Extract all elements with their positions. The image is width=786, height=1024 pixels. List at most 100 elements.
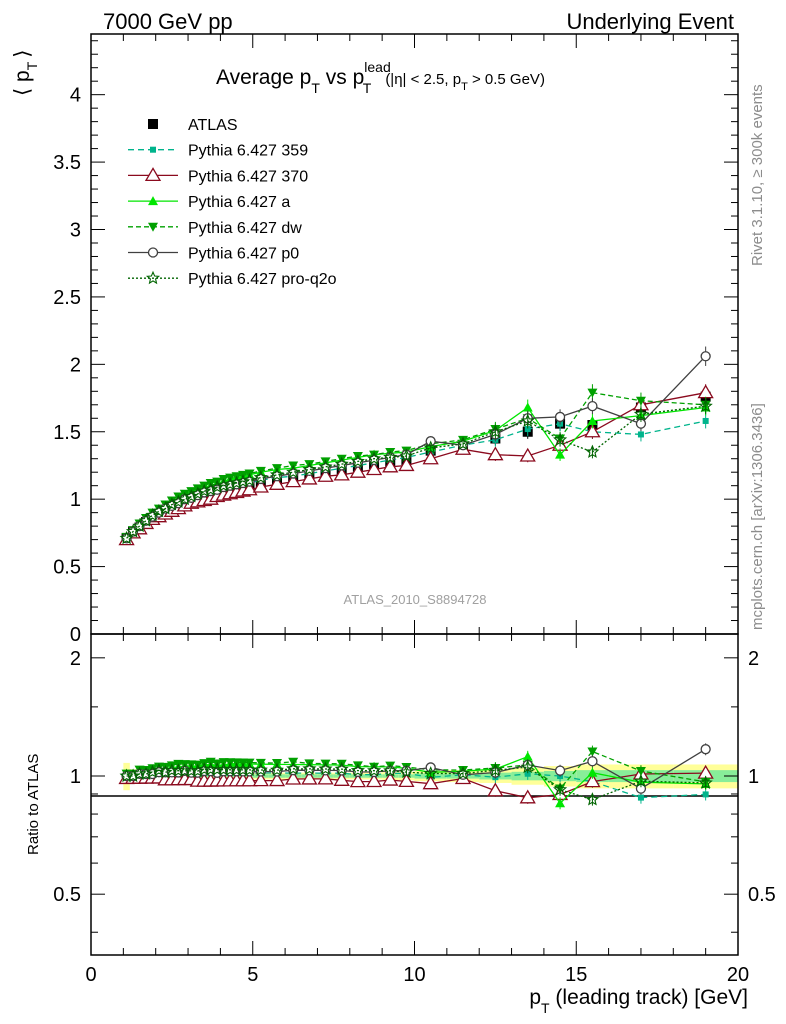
pythia-370-ratio-point bbox=[398, 773, 415, 788]
y-tick-label-ratio-right: 1 bbox=[748, 766, 759, 788]
pythia-pro-q2o-point bbox=[216, 478, 231, 492]
pythia-pro-q2o-point bbox=[286, 464, 301, 479]
pythia-pro-q2o-ratio-point bbox=[633, 773, 649, 788]
pythia-pro-q2o-point bbox=[119, 530, 134, 545]
pythia-370-point bbox=[268, 476, 286, 490]
y-tick-label-main: 0.5 bbox=[53, 557, 81, 579]
pythia-pro-q2o-ratio-point bbox=[286, 761, 301, 775]
y-tick-label-ratio: 0.5 bbox=[53, 884, 81, 906]
pythia-a-point bbox=[555, 449, 566, 459]
legend-label-pythia-pro-q2o: Pythia 6.427 pro-q2o bbox=[188, 271, 337, 288]
main-plot-series bbox=[118, 346, 714, 546]
pythia-370-point bbox=[301, 470, 318, 485]
pythia-pro-q2o-ratio-point bbox=[151, 762, 166, 777]
pythia-370-ratio-point bbox=[365, 773, 383, 788]
y-tick-label-main: 1 bbox=[70, 489, 81, 511]
pythia-pro-q2o-point bbox=[229, 475, 244, 489]
axis-ticks: 0 5 10 15 20 0 0.5 1 1.5 2 2.5 3 3.5 4 0.5 0.5 1 1 2 2 bbox=[53, 34, 776, 986]
pythia-dw-point bbox=[635, 396, 646, 406]
analysis-label: ATLAS_2010_S8894728 bbox=[344, 592, 487, 607]
legend-label-pythia-dw: Pythia 6.427 dw bbox=[188, 220, 302, 237]
y-tick-label-main: 2.5 bbox=[53, 287, 81, 309]
pythia-pro-q2o-point bbox=[235, 474, 251, 488]
y-axis-label-main: ⟨ pT⟩ bbox=[11, 50, 40, 96]
pythia-359-ratio-point bbox=[524, 770, 531, 777]
x-tick-label: 10 bbox=[403, 964, 425, 986]
pythia-370-point bbox=[398, 457, 415, 472]
pythia-p0-line bbox=[126, 355, 707, 539]
legend: ATLAS Pythia 6.427 359 Pythia 6.427 370 Pyt… bbox=[128, 117, 337, 288]
pythia-pro-q2o-ratio-point bbox=[383, 763, 398, 777]
pythia-370-ratio-point bbox=[241, 772, 258, 787]
pythia-pro-q2o-ratio-point bbox=[553, 782, 568, 796]
pythia-pro-q2o-point bbox=[585, 444, 600, 458]
legend-marker-pythia-dw bbox=[148, 222, 158, 232]
pythia-370-point bbox=[285, 473, 302, 488]
pythia-370-point bbox=[382, 458, 399, 473]
pythia-370-ratio-point bbox=[519, 789, 536, 804]
x-tick-label: 20 bbox=[727, 964, 749, 986]
pythia-a-point bbox=[522, 402, 533, 412]
pythia-p0-point bbox=[554, 411, 566, 423]
x-tick-label: 5 bbox=[247, 964, 258, 986]
pythia-370-point bbox=[333, 466, 350, 481]
pythia-pro-q2o-ratio-point bbox=[145, 764, 160, 779]
pythia-359-ratio-point bbox=[702, 791, 709, 798]
pythia-dw-ratio-point bbox=[147, 764, 158, 774]
y-axis-label-ratio: Ratio to ATLAS bbox=[25, 754, 42, 855]
pythia-pro-q2o-point bbox=[223, 476, 238, 491]
pythia-pro-q2o-line bbox=[126, 405, 706, 539]
pythia-pro-q2o-point bbox=[553, 432, 568, 446]
pythia-pro-q2o-ratio-point bbox=[302, 761, 317, 775]
y-tick-label-ratio: 1 bbox=[70, 766, 81, 788]
legend-marker-atlas bbox=[148, 119, 158, 129]
pythia-pro-q2o-ratio-point bbox=[253, 762, 268, 777]
legend-label-pythia-359: Pythia 6.427 359 bbox=[188, 143, 308, 160]
pythia-a-ratio-point bbox=[587, 767, 598, 777]
pythia-a-ratio-point bbox=[555, 798, 566, 808]
y-tick-label-main: 1.5 bbox=[53, 422, 81, 444]
pythia-pro-q2o-point bbox=[269, 467, 285, 481]
header-beam-label: 7000 GeV pp bbox=[103, 9, 233, 34]
legend-marker-pythia-359 bbox=[150, 146, 156, 153]
pythia-pro-q2o-point bbox=[197, 483, 212, 498]
pythia-a-point bbox=[587, 415, 598, 425]
legend-marker-pythia-p0 bbox=[147, 247, 159, 258]
pythia-370-point bbox=[252, 478, 269, 493]
pythia-a-ratio-point bbox=[522, 751, 533, 761]
pythia-pro-q2o-ratio-point bbox=[423, 766, 438, 780]
y-tick-label-main: 3.5 bbox=[53, 152, 81, 174]
pythia-370-ratio-point bbox=[382, 771, 399, 786]
x-tick-label: 15 bbox=[565, 964, 587, 986]
y-tick-label-ratio-right: 2 bbox=[748, 648, 759, 670]
pythia-359-point bbox=[702, 417, 709, 424]
pythia-pro-q2o-point bbox=[210, 479, 225, 494]
pythia-pro-q2o-point bbox=[399, 448, 414, 463]
pythia-pro-q2o-ratio-point bbox=[520, 759, 535, 774]
pythia-370-ratio-point bbox=[487, 782, 504, 797]
pythia-370-ratio-point bbox=[333, 771, 350, 786]
pythia-pro-q2o-point bbox=[302, 462, 317, 476]
pythia-pro-q2o-point bbox=[698, 398, 713, 413]
pythia-370-ratio-point bbox=[252, 772, 269, 787]
plot-title: Average pT vs plead T (|η| < 2.5, pT > 0.5… bbox=[216, 59, 545, 96]
pythia-pro-q2o-point bbox=[253, 470, 268, 484]
pythia-pro-q2o-ratio-point bbox=[125, 768, 141, 783]
pythia-370-point bbox=[349, 463, 367, 478]
pythia-370-point bbox=[584, 423, 601, 438]
pythia-pro-q2o-point bbox=[158, 501, 173, 515]
pythia-359-point bbox=[637, 431, 644, 438]
pythia-370-line bbox=[126, 392, 706, 541]
pythia-pro-q2o-ratio-point bbox=[190, 763, 205, 778]
pythia-pro-q2o-point bbox=[318, 459, 333, 473]
pythia-pro-q2o-point bbox=[367, 451, 382, 465]
x-axis-label: pT (leading track) [GeV] bbox=[529, 986, 748, 1016]
pythia-pro-q2o-ratio-point bbox=[455, 766, 471, 780]
pythia-pro-q2o-ratio-point bbox=[138, 766, 154, 780]
pythia-a-line bbox=[126, 406, 706, 538]
pythia-370-point bbox=[519, 447, 536, 462]
x-tick-label: 0 bbox=[85, 964, 96, 986]
legend-label-pythia-370: Pythia 6.427 370 bbox=[188, 168, 308, 185]
ratio-plot-series bbox=[118, 743, 714, 810]
pythia-pro-q2o-ratio-point bbox=[698, 775, 713, 789]
